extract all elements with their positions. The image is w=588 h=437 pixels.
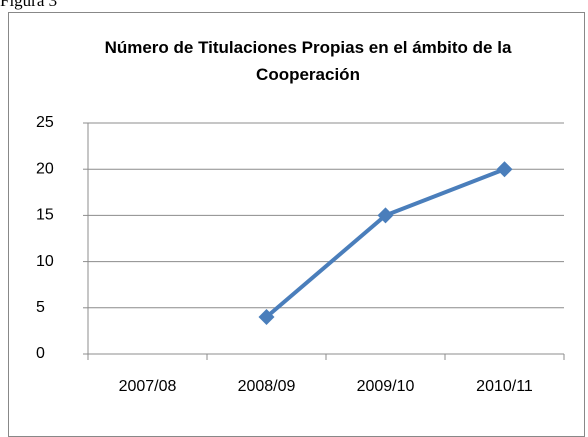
x-tick-label: 2009/10: [357, 378, 415, 395]
line-series: [265, 167, 506, 319]
y-tick-label: 25: [36, 114, 54, 131]
chart-title: Número de Titulaciones Propias en el ámb…: [104, 38, 512, 84]
y-tick-label: 10: [36, 253, 54, 270]
point-marker: [496, 161, 513, 178]
y-tick-label: 15: [36, 207, 54, 224]
y-tick-label: 5: [36, 299, 45, 316]
x-tick-label: 2010/11: [476, 378, 533, 395]
point-marker: [377, 207, 394, 224]
figure-caption: Figura 3: [0, 0, 58, 10]
y-tick-label: 0: [36, 345, 45, 362]
y-tick-label: 20: [36, 160, 54, 177]
point-marker: [258, 309, 275, 326]
x-tick-label: 2008/09: [238, 378, 296, 395]
x-tick-label: 2007/08: [119, 378, 177, 395]
